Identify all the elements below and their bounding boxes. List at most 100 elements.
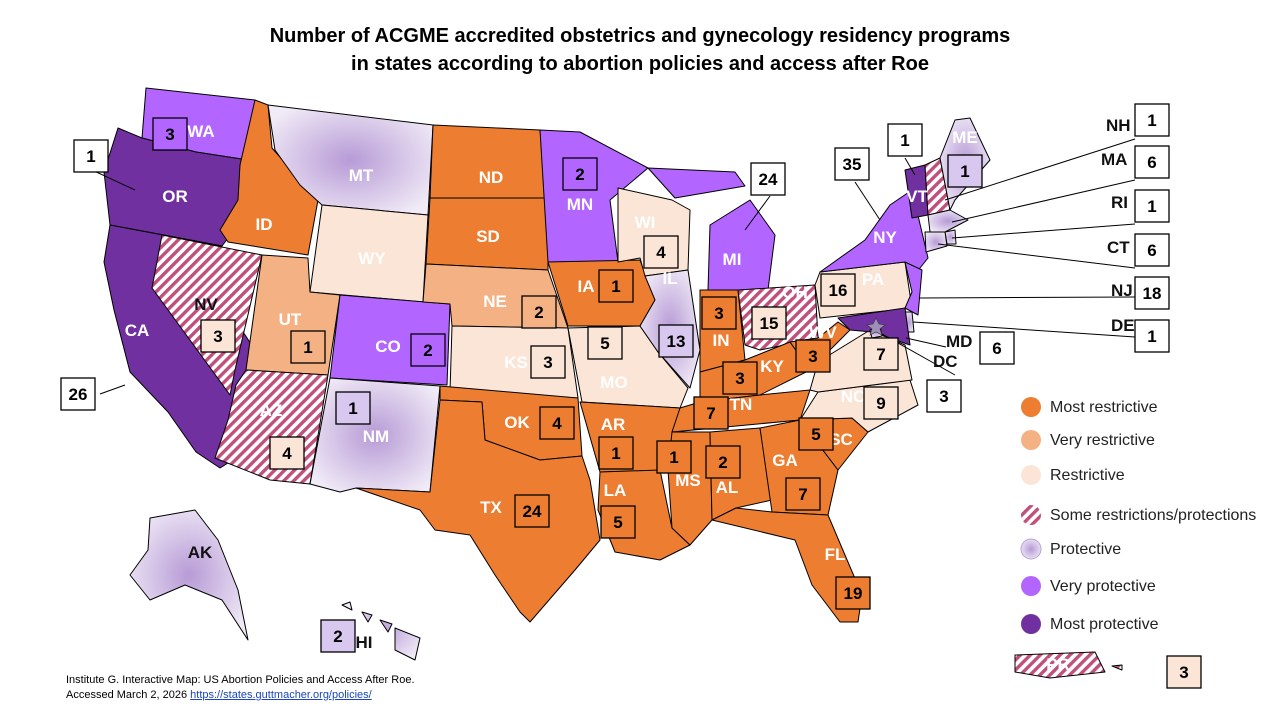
state-ak[interactable]	[129, 509, 249, 641]
program-count-ky-value: 3	[735, 369, 744, 388]
state-label-mi: MI	[723, 250, 742, 269]
legend-label: Some restrictions/protections	[1050, 507, 1256, 524]
program-count-in: 3	[701, 296, 737, 330]
legend-item-most-restrictive: Most restrictive	[1021, 397, 1158, 417]
state-id[interactable]	[219, 99, 319, 256]
program-count-ca: 26	[60, 377, 96, 411]
program-count-tx-value: 24	[523, 502, 542, 521]
program-count-ok: 4	[539, 406, 575, 440]
legend-item-very-restrictive: Very restrictive	[1021, 430, 1155, 450]
state-label-pa: PA	[862, 270, 884, 289]
program-count-la-value: 5	[613, 513, 622, 532]
state-label-me: ME	[952, 128, 978, 147]
program-count-dc: 3	[926, 379, 962, 413]
state-nv[interactable]	[151, 234, 263, 396]
program-count-mi-value: 24	[759, 170, 778, 189]
program-count-va: 7	[863, 337, 899, 371]
state-callout-label-ma: MA	[1101, 150, 1127, 169]
leader-line-vt	[904, 157, 916, 176]
program-count-wa-value: 3	[165, 125, 174, 144]
program-count-ct: 6	[1134, 233, 1170, 267]
program-count-nm-value: 1	[348, 399, 357, 418]
legend-swatch	[1020, 538, 1042, 560]
program-count-il-value: 13	[667, 332, 686, 351]
leader-line-ma	[951, 179, 1136, 223]
state-label-mt: MT	[349, 166, 374, 185]
state-label-nm: NM	[363, 427, 389, 446]
state-label-tx: TX	[480, 498, 502, 517]
state-label-mn: MN	[567, 195, 593, 214]
source-accessed: Accessed March 2, 2026	[66, 689, 188, 701]
state-ct[interactable]	[924, 231, 948, 253]
program-count-mo: 5	[587, 326, 623, 360]
legend-item-most-protective: Most protective	[1021, 614, 1159, 634]
program-count-de-value: 1	[1147, 327, 1156, 346]
program-count-mn-value: 2	[575, 165, 584, 184]
legend-label: Very protective	[1050, 578, 1156, 595]
program-count-ms: 1	[656, 440, 692, 474]
program-count-ny: 35	[834, 147, 870, 181]
state-mi[interactable]	[647, 167, 776, 291]
legend-label: Restrictive	[1050, 467, 1125, 484]
program-count-fl-value: 19	[844, 584, 863, 603]
program-count-fl: 19	[835, 576, 871, 610]
program-count-mn: 2	[562, 157, 598, 191]
state-tx[interactable]	[355, 399, 601, 623]
state-label-nc: NC	[841, 387, 866, 406]
state-label-nv: NV	[194, 295, 218, 314]
state-label-wi: WI	[635, 213, 656, 232]
legend-swatch	[1021, 465, 1041, 485]
state-label-ar: AR	[601, 415, 626, 434]
program-count-ri-value: 1	[1147, 197, 1156, 216]
state-label-ok: OK	[504, 413, 530, 432]
leader-line-md	[905, 337, 947, 348]
program-count-nv-value: 3	[213, 327, 222, 346]
state-nd[interactable]	[429, 124, 549, 199]
state-pr[interactable]	[1014, 651, 1123, 679]
program-count-or: 1	[73, 139, 109, 173]
state-label-sd: SD	[476, 227, 500, 246]
state-label-hi: HI	[356, 633, 373, 652]
state-label-ut: UT	[279, 310, 302, 329]
state-label-ny: NY	[873, 228, 897, 247]
program-count-or-value: 1	[86, 147, 95, 166]
state-callout-label-ct: CT	[1107, 238, 1130, 257]
legend-item-protective: Protective	[1020, 538, 1121, 560]
state-callout-label-de: DE	[1111, 316, 1135, 335]
program-count-dc-value: 3	[939, 387, 948, 406]
program-count-ga: 7	[785, 477, 821, 511]
program-count-sc-value: 5	[811, 425, 820, 444]
state-ma[interactable]	[927, 209, 969, 233]
state-label-nd: ND	[479, 168, 504, 187]
state-label-oh: OH	[782, 283, 808, 302]
legend-swatch	[1021, 397, 1041, 417]
program-count-nv: 3	[200, 319, 236, 353]
legend-swatch	[1021, 430, 1041, 450]
leader-line-or	[91, 169, 136, 191]
legend-label: Most restrictive	[1050, 399, 1158, 416]
map-title: Number of ACGME accredited obstetrics an…	[0, 22, 1280, 78]
program-count-ma-value: 6	[1147, 153, 1156, 172]
program-count-wv-value: 3	[808, 347, 817, 366]
program-count-ma: 6	[1134, 145, 1170, 179]
program-count-pa-value: 16	[829, 281, 848, 300]
leader-line-de	[912, 321, 1136, 338]
program-count-wv: 3	[795, 339, 831, 373]
legend-label: Protective	[1050, 541, 1121, 558]
program-count-nh-value: 1	[1147, 111, 1156, 130]
program-count-md: 6	[979, 331, 1015, 365]
leader-line-nh	[944, 138, 1136, 201]
leader-line-ct	[937, 243, 1136, 269]
leader-line-nj	[919, 296, 1136, 299]
state-label-wa: WA	[187, 122, 214, 141]
program-count-wi-value: 4	[656, 243, 666, 262]
state-label-in: IN	[713, 331, 730, 350]
state-label-al: AL	[716, 478, 739, 497]
program-count-nh: 1	[1134, 103, 1170, 137]
source-link[interactable]: https://states.guttmacher.org/policies/	[190, 689, 372, 701]
program-count-ky: 3	[722, 361, 758, 395]
state-label-ia: IA	[578, 277, 595, 296]
state-hi[interactable]	[341, 601, 421, 661]
program-count-vt-value: 1	[900, 131, 909, 150]
dc-star-icon	[866, 317, 886, 336]
